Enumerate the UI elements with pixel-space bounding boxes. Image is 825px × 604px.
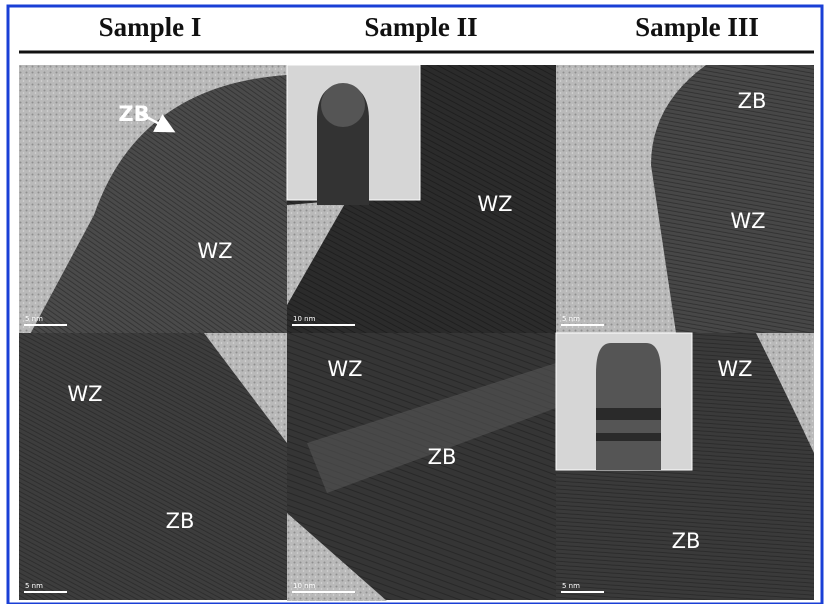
scale-bar-label: 10 nm bbox=[293, 315, 316, 323]
inset-tip bbox=[321, 83, 365, 127]
column-title: Sample II bbox=[364, 12, 477, 42]
column-title: Sample I bbox=[99, 12, 202, 42]
figure: ZB WZ 5 nm WZ 10 nm ZB WZ 5 nm WZ ZB 5 nm WZ ZB 10 nm… bbox=[0, 0, 825, 604]
phase-label: WZ bbox=[327, 357, 362, 381]
phase-label: ZB bbox=[166, 509, 195, 533]
phase-label: ZB bbox=[672, 529, 701, 553]
inset-band bbox=[596, 433, 661, 441]
tem-panel: WZ ZB 10 nm bbox=[287, 333, 556, 601]
figure-canvas: ZB WZ 5 nm WZ 10 nm ZB WZ 5 nm WZ ZB 5 nm WZ ZB 10 nm… bbox=[0, 0, 825, 604]
phase-label: WZ bbox=[67, 382, 102, 406]
phase-label: ZB bbox=[118, 102, 149, 126]
scale-bar-label: 5 nm bbox=[562, 582, 580, 590]
tem-panel: ZB WZ 5 nm bbox=[19, 65, 287, 355]
tem-panel: WZ ZB 5 nm bbox=[556, 333, 814, 600]
phase-label: WZ bbox=[730, 209, 765, 233]
panel-grid: ZB WZ 5 nm WZ 10 nm ZB WZ 5 nm WZ ZB 5 nm WZ ZB 10 nm… bbox=[19, 65, 814, 601]
tem-panel: WZ 10 nm bbox=[287, 65, 556, 333]
phase-label: WZ bbox=[197, 239, 232, 263]
phase-label: ZB bbox=[738, 89, 767, 113]
scale-bar-label: 5 nm bbox=[25, 582, 43, 590]
inset-band bbox=[596, 408, 661, 420]
scale-bar-label: 10 nm bbox=[293, 582, 316, 590]
tem-panel: ZB WZ 5 nm bbox=[556, 65, 814, 333]
phase-label: WZ bbox=[717, 357, 752, 381]
phase-label: WZ bbox=[477, 192, 512, 216]
column-title: Sample III bbox=[635, 12, 759, 42]
scale-bar-label: 5 nm bbox=[562, 315, 580, 323]
scale-bar-label: 5 nm bbox=[25, 315, 43, 323]
inset-nanowire bbox=[596, 343, 661, 470]
tem-panel: WZ ZB 5 nm bbox=[19, 333, 287, 600]
phase-label: ZB bbox=[428, 445, 457, 469]
